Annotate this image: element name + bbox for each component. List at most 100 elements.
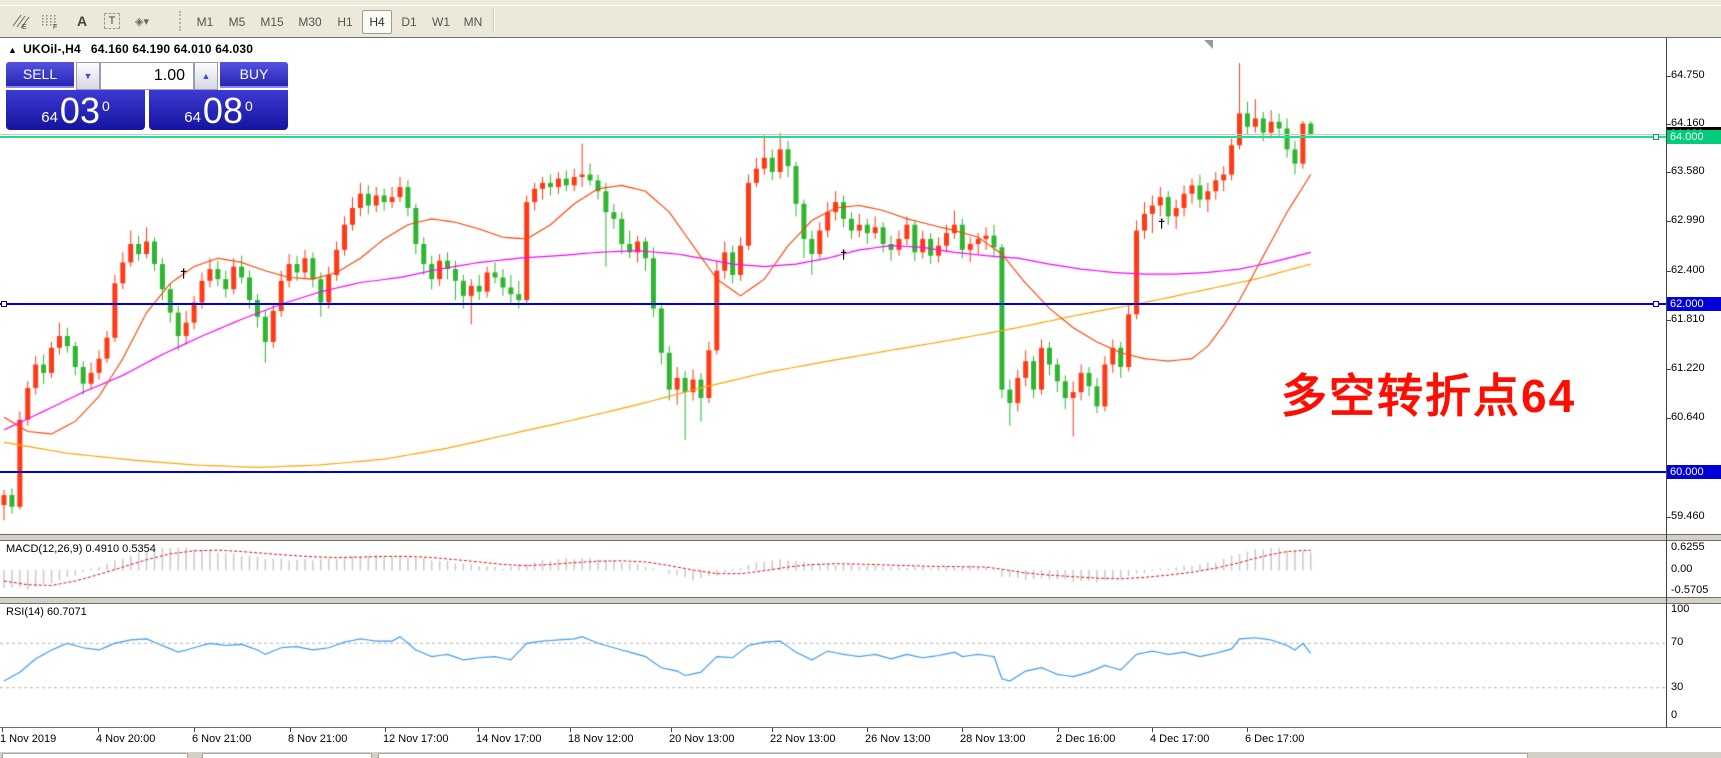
price-tick-mark — [1666, 221, 1671, 222]
symbol-period: UKOil-,H4 — [23, 42, 81, 56]
time-tick-mark — [194, 728, 195, 732]
macd-axis-label: 0.00 — [1671, 563, 1693, 575]
sell-price-box[interactable]: 64 03 0 — [6, 90, 145, 130]
status-box — [378, 753, 1528, 758]
time-axis-label: 6 Dec 17:00 — [1245, 733, 1305, 745]
time-tick-mark — [98, 728, 99, 732]
time-axis-label: 8 Nov 21:00 — [288, 733, 348, 745]
timeframe-h4[interactable]: H4 — [362, 10, 392, 34]
time-axis-label: 4 Nov 20:00 — [96, 733, 156, 745]
pane-separator-line — [0, 597, 1721, 598]
price-tick-mark — [1666, 271, 1671, 272]
buy-price-box[interactable]: 64 08 0 — [149, 90, 288, 130]
toolbar-grip[interactable] — [179, 11, 184, 31]
macd-canvas[interactable] — [0, 541, 1666, 597]
time-axis-border — [0, 727, 1721, 728]
timeframe-w1[interactable]: W1 — [432, 15, 450, 29]
toolbar: E F A T ◈▾ M1 M5 M15 M30 H1 H4 D1 W1 MN — [0, 6, 1721, 38]
draw-style-icon: E — [12, 14, 30, 30]
price-tick-label: 62.990 — [1671, 214, 1705, 226]
hline-64-handle[interactable] — [1653, 134, 1659, 140]
time-axis-label: 18 Nov 12:00 — [568, 733, 634, 745]
svg-text:F: F — [53, 24, 57, 30]
chart-cross-marker[interactable]: † — [180, 266, 188, 281]
volume-input[interactable] — [100, 62, 194, 90]
sell-price-small: 64 — [41, 109, 58, 126]
autoscroll-icon[interactable] — [1204, 40, 1213, 49]
time-axis-label: 1 Nov 2019 — [0, 733, 57, 745]
timeframe-m30[interactable]: M30 — [298, 15, 322, 29]
pane-separator-line — [0, 534, 1721, 535]
sell-price-big: 03 — [59, 90, 100, 131]
pane-separator[interactable] — [0, 535, 1721, 541]
pane-separator-line — [0, 603, 1721, 604]
status-box — [202, 753, 372, 758]
chart-cross-marker[interactable]: † — [840, 247, 848, 262]
time-axis-label: 14 Nov 17:00 — [476, 733, 542, 745]
pane-separator[interactable] — [0, 598, 1721, 604]
price-tick-label: 63.580 — [1671, 165, 1705, 177]
time-tick-mark — [2, 728, 3, 732]
price-tick-label: 61.220 — [1671, 362, 1705, 374]
time-axis-label: 28 Nov 13:00 — [960, 733, 1026, 745]
status-box — [2, 753, 188, 758]
time-axis-label: 20 Nov 13:00 — [669, 733, 735, 745]
macd-label: MACD(12,26,9) 0.4910 0.5354 — [6, 543, 156, 555]
rsi-axis-label: 70 — [1671, 636, 1684, 648]
price-axis[interactable] — [1666, 38, 1667, 728]
time-tick-mark — [1152, 728, 1153, 732]
timeframe-mn[interactable]: MN — [463, 15, 483, 29]
hline-64[interactable] — [0, 136, 1666, 138]
time-axis-label: 2 Dec 16:00 — [1056, 733, 1116, 745]
text-label-icon[interactable]: T — [98, 10, 126, 32]
sell-price-sup: 0 — [101, 98, 110, 114]
hline-62-handle-right[interactable] — [1653, 301, 1659, 307]
buy-button[interactable]: BUY — [220, 62, 288, 88]
level-64-tag: 64.000 — [1667, 130, 1721, 144]
rsi-axis-label: 100 — [1671, 603, 1690, 615]
arrows-icon[interactable]: ◈▾ — [135, 15, 149, 28]
price-tick-mark — [1666, 320, 1671, 321]
grid-icon: F — [42, 15, 57, 30]
sell-button[interactable]: SELL — [6, 62, 74, 88]
timeframe-h1[interactable]: H1 — [337, 15, 353, 29]
rsi-axis-label: 30 — [1671, 681, 1684, 693]
rsi-axis-label: 0 — [1671, 709, 1678, 721]
rsi-canvas[interactable] — [0, 604, 1666, 727]
time-tick-mark — [671, 728, 672, 732]
volume-spin-up[interactable]: ▲ — [194, 62, 218, 90]
price-tick-label: 59.460 — [1671, 510, 1705, 522]
timeframe-m15[interactable]: M15 — [260, 15, 284, 29]
top-toolbar-sliver — [0, 0, 1721, 6]
bid-price-line — [0, 134, 1666, 135]
collapse-arrow-icon[interactable]: ▲ — [8, 45, 18, 55]
text-icon[interactable]: A — [76, 13, 88, 29]
price-tick-mark — [1666, 172, 1671, 173]
price-tick-mark — [1666, 517, 1671, 518]
text-label-icon: T — [103, 13, 121, 29]
chart-text-annotation[interactable]: 多空转折点64 — [1281, 370, 1577, 422]
timeframe-m1[interactable]: M1 — [196, 15, 214, 29]
time-tick-mark — [570, 728, 571, 732]
macd-name: MACD(12,26,9) — [6, 543, 83, 555]
hline-60[interactable] — [0, 471, 1666, 473]
price-tick-mark — [1666, 369, 1671, 370]
hline-62[interactable] — [0, 303, 1666, 305]
timeframe-m5[interactable]: M5 — [228, 15, 246, 29]
time-tick-mark — [1058, 728, 1059, 732]
volume-spin-down[interactable]: ▼ — [76, 62, 100, 90]
rsi-label: RSI(14) 60.7071 — [6, 606, 87, 618]
grid-icon[interactable]: F — [36, 10, 64, 32]
timeframe-d1[interactable]: D1 — [401, 15, 417, 29]
draw-style-icon[interactable]: E — [6, 10, 34, 32]
toolbar-separator — [493, 9, 495, 33]
price-tick-label: 64.160 — [1671, 117, 1705, 129]
time-axis-label: 26 Nov 13:00 — [865, 733, 931, 745]
macd-values: 0.4910 0.5354 — [85, 543, 156, 555]
chart-cross-marker[interactable]: † — [1158, 216, 1166, 231]
hline-62-handle-left[interactable] — [1, 301, 7, 307]
buy-price-sup: 0 — [244, 98, 253, 114]
status-strip — [0, 752, 1721, 758]
price-tick-label: 64.750 — [1671, 69, 1705, 81]
level-60-tag: 60.000 — [1667, 465, 1721, 479]
